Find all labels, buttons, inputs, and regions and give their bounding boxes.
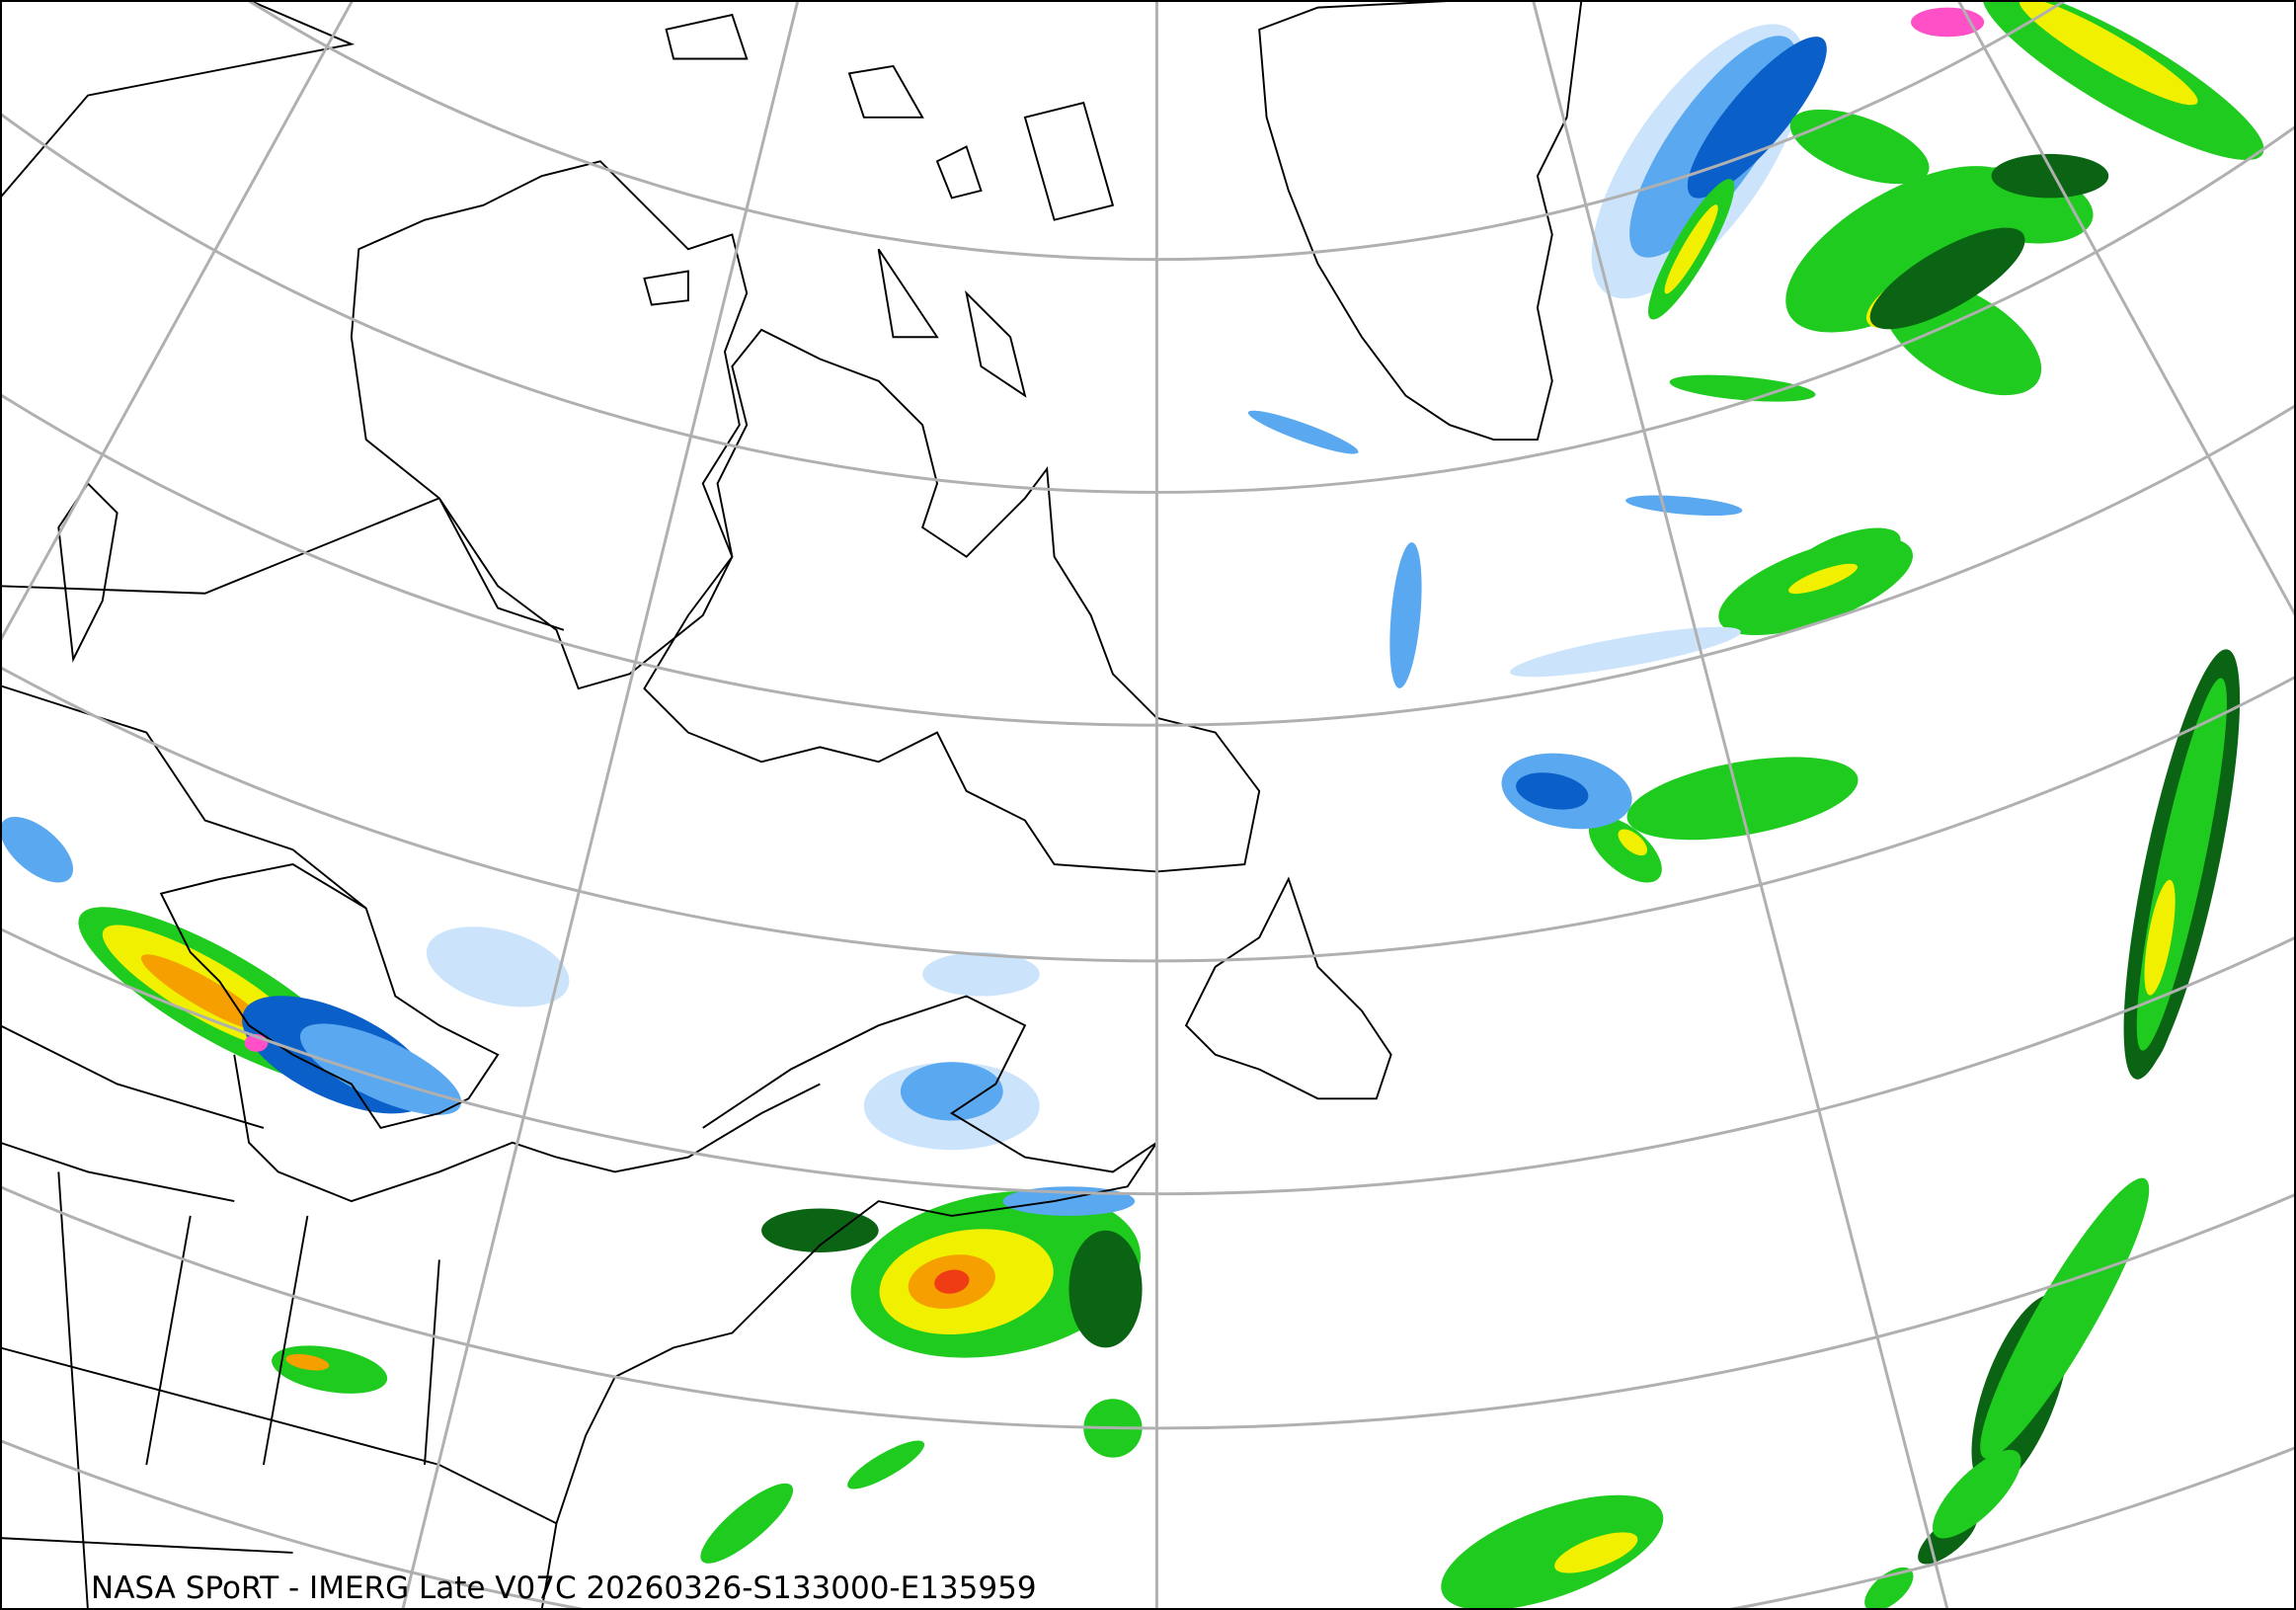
- precip-cell: [1788, 563, 1859, 595]
- precip-cell: [1687, 37, 1827, 199]
- precip-cell: [1980, 1177, 2150, 1459]
- longitude-line: [1956, 0, 2296, 620]
- precip-cell: [1982, 0, 2264, 160]
- precip-cell: [900, 1062, 1003, 1121]
- precip-cell: [1510, 626, 1741, 678]
- coastline-great-lakes: [159, 863, 557, 1203]
- product-caption: NASA SPoRT - IMERG Late V07C 20260326-S1…: [91, 1570, 1037, 1606]
- precip-cell: [1991, 153, 2109, 199]
- latitude-line: [0, 665, 2296, 962]
- precip-cell: [847, 1440, 925, 1489]
- precip-cell: [426, 926, 570, 1007]
- precip-cell: [1618, 829, 1648, 856]
- arctic-islands: [57, 13, 1115, 663]
- precip-cell: [1389, 542, 1422, 688]
- longitude-line: [1532, 0, 1949, 1610]
- coastlines-and-borders: [0, 0, 1583, 1610]
- precip-cell: [1789, 109, 1930, 185]
- coastline-greenland: [1258, 0, 1583, 442]
- precip-cell: [1588, 816, 1662, 883]
- precip-cell: [140, 954, 270, 1032]
- precip-cell: [1247, 410, 1359, 454]
- precip-cell: [1626, 757, 1859, 841]
- precip-cell: [1789, 527, 1901, 586]
- coastline-newfoundland: [1184, 876, 1392, 1100]
- precip-cell: [2019, 0, 2198, 106]
- precip-cell: [1932, 1449, 2021, 1539]
- precip-cell: [922, 952, 1040, 997]
- precip-cell: [1669, 374, 1816, 402]
- border-us-states: [0, 1024, 557, 1610]
- precip-cell: [272, 1345, 388, 1394]
- precip-cell: [1664, 204, 1718, 294]
- precip-cell: [700, 1483, 794, 1564]
- longitude-line: [0, 0, 355, 645]
- border-canada-provinces: [0, 0, 565, 631]
- precip-cell: [2144, 879, 2176, 996]
- precip-cell: [1911, 7, 1985, 38]
- precip-cell: [1864, 1567, 1914, 1610]
- coastline-hudson-bay: [350, 160, 749, 690]
- precip-cell: [1516, 772, 1589, 810]
- precip-cell: [285, 1353, 330, 1371]
- precip-cell: [761, 1208, 879, 1252]
- precip-cell: [1069, 1230, 1143, 1348]
- precip-cell: [1869, 227, 2025, 330]
- precip-cell: [1554, 1532, 1638, 1573]
- precip-cell: [934, 1269, 970, 1294]
- precip-cell: [1441, 1494, 1664, 1610]
- precip-cell: [1625, 495, 1743, 517]
- longitude-line: [401, 0, 800, 1610]
- precip-cell: [299, 1023, 462, 1115]
- precip-cell: [0, 816, 74, 883]
- coastline-labrador-quebec: [643, 328, 1261, 873]
